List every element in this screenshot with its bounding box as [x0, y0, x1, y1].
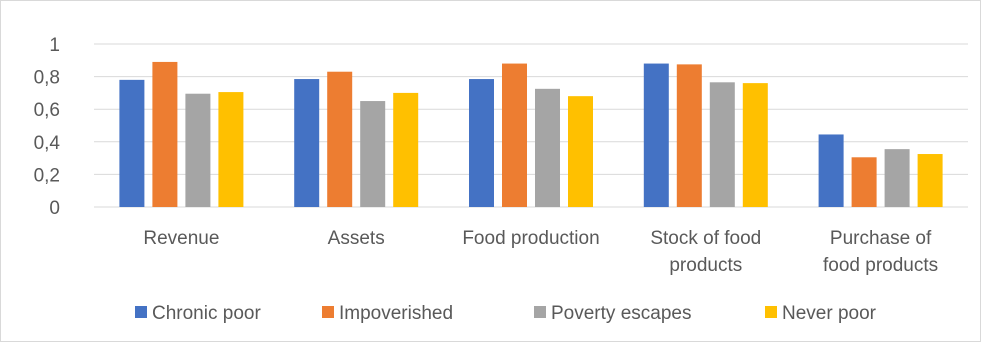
- bar: [327, 71, 353, 208]
- bar: [469, 79, 494, 207]
- bars: [119, 61, 943, 208]
- bar: [643, 63, 669, 208]
- legend-swatch: [765, 306, 777, 318]
- bar: [884, 149, 910, 207]
- bar: [393, 92, 419, 207]
- y-tick-label: 0,6: [34, 100, 60, 121]
- legend-label: Impoverished: [339, 303, 453, 324]
- bar: [676, 64, 702, 207]
- bar: [294, 79, 320, 207]
- x-category-label: Assets: [328, 228, 385, 249]
- bar: [535, 88, 560, 207]
- y-axis-tick-labels: 0 0,2 0,4 0,6 0,8 1: [34, 35, 61, 219]
- y-tick-label: 0: [49, 198, 60, 219]
- bar: [742, 83, 768, 207]
- bar: [917, 154, 943, 207]
- bar: [119, 79, 145, 207]
- x-axis-category-labels: Revenue Assets Food production Stock of foo…: [143, 228, 938, 276]
- legend-swatch: [322, 306, 334, 318]
- bar: [502, 63, 527, 208]
- x-category-label: food products: [823, 255, 938, 276]
- x-category-label: Food production: [462, 228, 599, 249]
- bar: [360, 101, 386, 207]
- bar: [152, 61, 178, 208]
- y-tick-label: 1: [49, 35, 60, 56]
- legend-label: Chronic poor: [152, 303, 261, 324]
- x-category-label: Revenue: [143, 228, 219, 249]
- bar: [818, 134, 844, 207]
- legend-label: Never poor: [782, 303, 877, 324]
- legend-label: Poverty escapes: [551, 303, 691, 324]
- bar: [851, 157, 877, 207]
- bar: [218, 92, 244, 207]
- legend-swatch: [534, 306, 546, 318]
- bar: [185, 93, 211, 207]
- y-tick-label: 0,2: [34, 165, 60, 186]
- legend-swatch: [135, 306, 147, 318]
- x-category-label: products: [669, 255, 742, 276]
- bar: [709, 82, 735, 207]
- x-category-label: Purchase of: [830, 228, 932, 249]
- legend: Chronic poor Impoverished Poverty escapes N…: [135, 303, 877, 324]
- bar: [568, 96, 593, 207]
- y-tick-label: 0,4: [34, 133, 61, 154]
- x-category-label: Stock of food: [650, 228, 761, 249]
- y-tick-label: 0,8: [34, 68, 60, 89]
